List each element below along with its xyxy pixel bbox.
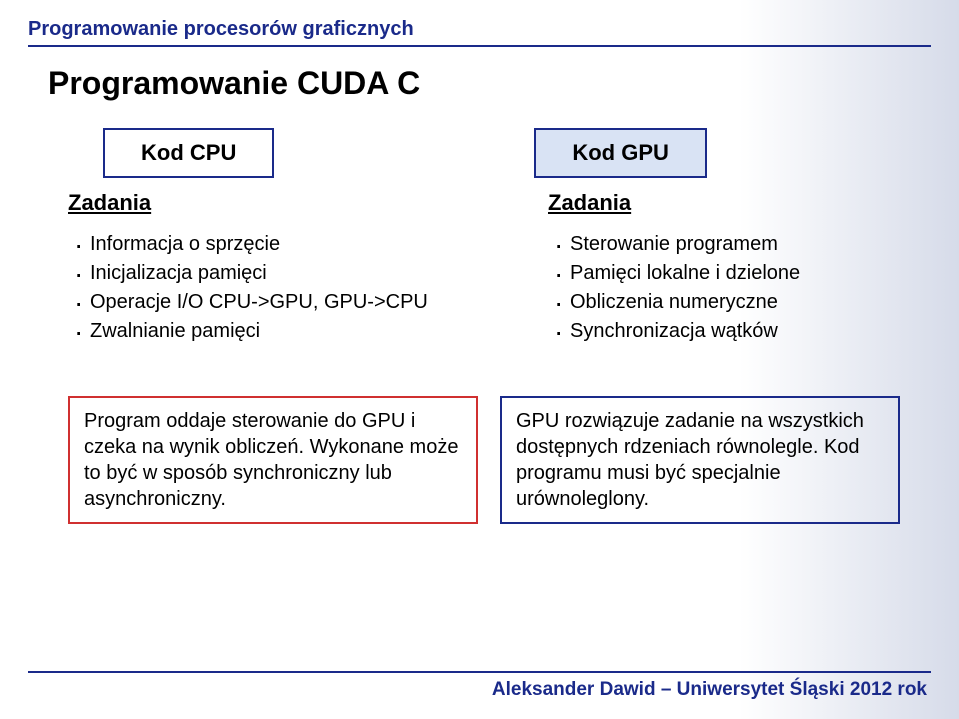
cpu-tasks-column: Zadania Informacja o sprzęcie Inicjaliza… — [68, 190, 448, 346]
footer-rule — [28, 671, 931, 673]
list-item: Zwalnianie pamięci — [80, 317, 448, 346]
gpu-tasks-list: Sterowanie programem Pamięci lokalne i d… — [548, 230, 928, 346]
gpu-summary-box: GPU rozwiązuje zadanie na wszystkich dos… — [500, 396, 900, 524]
list-item: Synchronizacja wątków — [560, 317, 928, 346]
cpu-tasks-heading: Zadania — [68, 190, 448, 216]
list-item: Operacje I/O CPU->GPU, GPU->CPU — [80, 288, 448, 317]
list-item: Informacja o sprzęcie — [80, 230, 448, 259]
gpu-tasks-column: Zadania Sterowanie programem Pamięci lok… — [548, 190, 928, 346]
cpu-code-label: Kod CPU — [141, 140, 236, 165]
summary-row: Program oddaje sterowanie do GPU i czeka… — [68, 396, 931, 524]
gpu-code-label: Kod GPU — [572, 140, 669, 165]
header-rule — [28, 45, 931, 47]
list-item: Sterowanie programem — [560, 230, 928, 259]
tasks-row: Zadania Informacja o sprzęcie Inicjaliza… — [68, 190, 931, 346]
main-title: Programowanie CUDA C — [48, 65, 931, 102]
gpu-code-box: Kod GPU — [534, 128, 707, 178]
cpu-summary-box: Program oddaje sterowanie do GPU i czeka… — [68, 396, 478, 524]
background-gradient — [739, 0, 959, 719]
code-boxes-row: Kod CPU Kod GPU — [103, 128, 931, 178]
list-item: Inicjalizacja pamięci — [80, 259, 448, 288]
header-title: Programowanie procesorów graficznych — [28, 18, 931, 41]
slide: Programowanie procesorów graficznych Pro… — [0, 0, 959, 719]
cpu-tasks-list: Informacja o sprzęcie Inicjalizacja pami… — [68, 230, 448, 346]
list-item: Obliczenia numeryczne — [560, 288, 928, 317]
footer-text: Aleksander Dawid – Uniwersytet Śląski 20… — [492, 679, 927, 701]
list-item: Pamięci lokalne i dzielone — [560, 259, 928, 288]
gpu-tasks-heading: Zadania — [548, 190, 928, 216]
cpu-code-box: Kod CPU — [103, 128, 274, 178]
